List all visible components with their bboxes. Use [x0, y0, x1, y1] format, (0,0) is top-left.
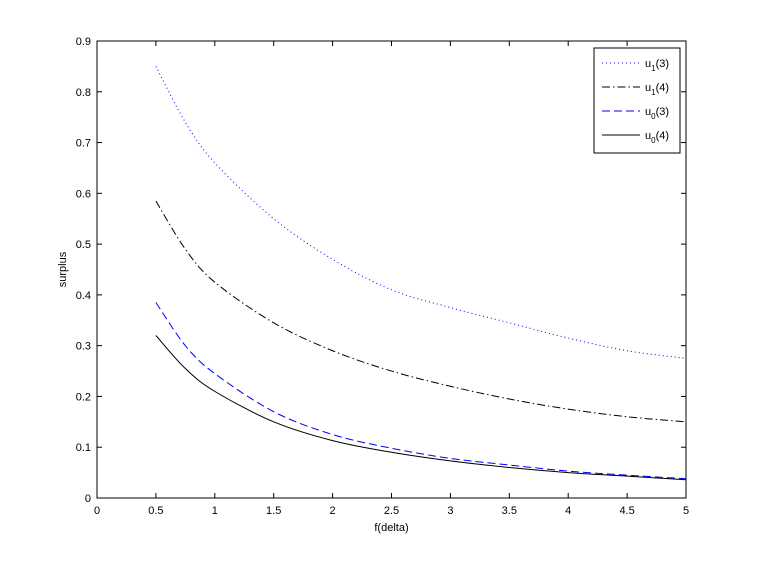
legend: u1(3)u1(4)u0(3)u0(4) [593, 47, 681, 154]
x-tick-label: 0.5 [148, 505, 163, 517]
x-tick-label: 2 [330, 505, 336, 517]
y-tick-label: 0.5 [76, 239, 91, 251]
x-tick-label: 3 [447, 505, 453, 517]
legend-label: u0(4) [645, 130, 669, 145]
x-tick-label: 4.5 [619, 505, 634, 517]
legend-label-argument: (4) [656, 82, 669, 94]
series-line-u04 [155, 335, 687, 481]
x-axis: 0 0.5 1 1.5 2 2.5 3 3.5 4 4.5 5 [94, 41, 689, 517]
legend-label-subscript: 0 [651, 112, 656, 121]
legend-label: u1(3) [645, 58, 669, 73]
legend-label-base: u [645, 58, 651, 70]
series-line-u14 [155, 200, 687, 423]
y-tick-label: 0.3 [76, 341, 91, 353]
y-axis: 0 0.1 0.2 0.3 0.4 0.5 0.6 0.7 0.8 0.9 [76, 36, 686, 505]
legend-label-base: u [645, 82, 651, 94]
y-tick-label: 0.8 [76, 87, 91, 99]
legend-label-subscript: 1 [651, 64, 656, 73]
plot-area [96, 40, 687, 499]
legend-label-subscript: 0 [651, 136, 656, 145]
y-tick-label: 0 [85, 493, 91, 505]
x-tick-label: 2.5 [384, 505, 399, 517]
legend-label: u0(3) [645, 106, 669, 121]
y-tick-label: 0.6 [76, 188, 91, 200]
x-tick-label: 3.5 [502, 505, 517, 517]
series-layer [155, 66, 687, 481]
series-line-u03 [155, 302, 687, 480]
x-tick-label: 5 [683, 505, 689, 517]
y-tick-label: 0.7 [76, 138, 91, 150]
y-tick-label: 0.1 [76, 442, 91, 454]
y-axis-label: surplus [57, 251, 69, 287]
legend-label-argument: (4) [656, 130, 669, 142]
x-tick-label: 1 [212, 505, 218, 517]
x-tick-label: 4 [565, 505, 571, 517]
legend-label-subscript: 1 [651, 88, 656, 97]
series-line-u13 [155, 66, 687, 359]
y-tick-label: 0.2 [76, 391, 91, 403]
x-axis-label: f(delta) [374, 522, 408, 534]
y-tick-label: 0.9 [76, 36, 91, 48]
legend-label-argument: (3) [656, 106, 669, 118]
x-tick-label: 0 [94, 505, 100, 517]
legend-label-argument: (3) [656, 58, 669, 70]
legend-label-base: u [645, 106, 651, 118]
x-tick-label: 1.5 [266, 505, 281, 517]
legend-label: u1(4) [645, 82, 669, 97]
y-tick-label: 0.4 [76, 290, 91, 302]
legend-label-base: u [645, 130, 651, 142]
